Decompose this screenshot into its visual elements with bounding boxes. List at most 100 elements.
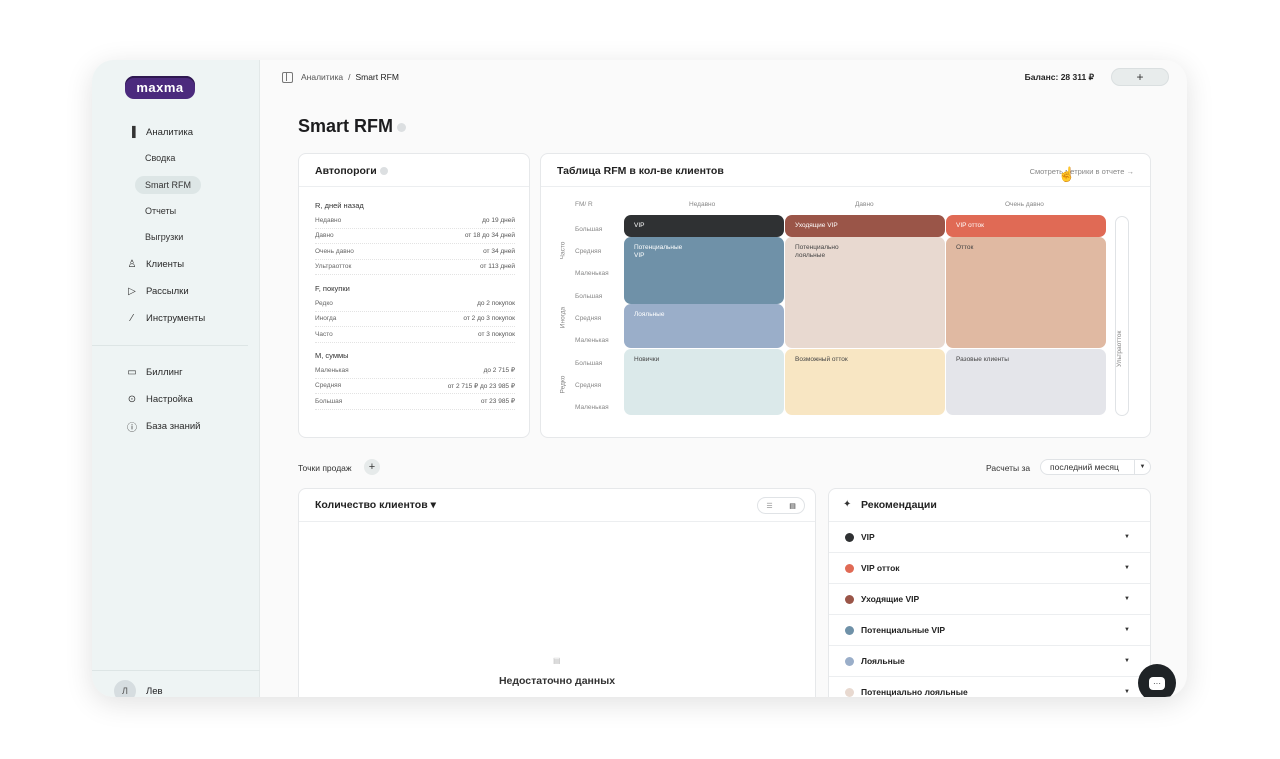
row-header: Средняя bbox=[575, 315, 602, 322]
recommendation-label: Потенциальные VIP bbox=[861, 625, 946, 635]
list-view-icon[interactable]: ☰ bbox=[766, 502, 773, 510]
recommendation-item[interactable]: VIP отток ▼ bbox=[829, 552, 1150, 583]
stack-view-icon[interactable]: ▤ bbox=[789, 502, 796, 510]
info-icon[interactable] bbox=[379, 167, 388, 176]
threshold-row: Давно от 18 до 34 дней bbox=[315, 229, 515, 244]
chevron-down-icon[interactable]: ▼ bbox=[1124, 689, 1130, 695]
add-point-of-sale-button[interactable]: + bbox=[364, 459, 380, 475]
chat-button[interactable]: ··· bbox=[1138, 664, 1176, 697]
chevron-down-icon[interactable]: ▼ bbox=[1124, 534, 1130, 540]
nav-billing-label: Биллинг bbox=[146, 366, 183, 378]
pointer-cursor-icon: ☝ bbox=[1058, 166, 1076, 182]
nav-settings[interactable]: ⊙ Настройка bbox=[126, 390, 193, 408]
rfm-segment-label: Потенциально лояльные bbox=[795, 244, 839, 259]
threshold-row: Часто от 3 покупок bbox=[315, 327, 515, 343]
segment-color-dot bbox=[845, 687, 854, 697]
nav-tools[interactable]: ⁄ Инструменты bbox=[126, 309, 205, 327]
rfm-segment-loyal[interactable] bbox=[624, 304, 784, 348]
threshold-label: Ультраотток bbox=[315, 263, 352, 271]
recommendation-item[interactable]: VIP ▼ bbox=[829, 521, 1150, 552]
card-icon: ▭ bbox=[127, 366, 137, 378]
chevron-down-icon[interactable]: ▼ bbox=[1124, 658, 1130, 664]
threshold-row: Редко до 2 покупок bbox=[315, 296, 515, 312]
threshold-row: Маленькая до 2 715 ₽ bbox=[315, 363, 515, 379]
threshold-group: M, суммы Маленькая до 2 715 ₽ Средняя от 2 7… bbox=[315, 351, 515, 410]
chevron-down-icon[interactable]: ▼ bbox=[1124, 596, 1130, 602]
chat-icon: ··· bbox=[1149, 676, 1165, 690]
rfm-segment-possible-churn[interactable] bbox=[785, 349, 945, 415]
nav-billing[interactable]: ▭ Биллинг bbox=[126, 363, 183, 381]
recommendation-label: Уходящие VIP bbox=[861, 594, 920, 604]
add-button[interactable]: + bbox=[1111, 68, 1169, 86]
nav-settings-label: Настройка bbox=[146, 393, 193, 405]
nav-mailings[interactable]: ▷ Рассылки bbox=[126, 282, 189, 300]
recommendation-item[interactable]: Лояльные ▼ bbox=[829, 645, 1150, 676]
points-of-sale-label: Точки продаж bbox=[298, 463, 352, 473]
chevron-down-icon[interactable]: ▼ bbox=[1124, 627, 1130, 633]
rfm-segment-churn[interactable] bbox=[946, 237, 1106, 348]
threshold-value: от 3 покупок bbox=[478, 330, 515, 338]
rfm-segment-one-time[interactable] bbox=[946, 349, 1106, 415]
ultra-churn-label: Ультраотток bbox=[1116, 330, 1123, 367]
app-window: maxma ▐ Аналитика Сводка Smart RFM Отчет… bbox=[92, 60, 1187, 697]
rfm-segment-leaving-vip[interactable] bbox=[785, 215, 945, 237]
recommendation-label: VIP отток bbox=[861, 563, 900, 573]
sidebar: maxma ▐ Аналитика Сводка Smart RFM Отчет… bbox=[92, 60, 260, 697]
threshold-value: до 19 дней bbox=[482, 216, 515, 224]
rfm-segment-label: Разовые клиенты bbox=[956, 356, 1009, 363]
sidebar-toggle-icon[interactable] bbox=[282, 72, 293, 83]
chevron-down-icon[interactable]: ▼ bbox=[1124, 565, 1130, 571]
period-select[interactable]: последний месяц ▼ bbox=[1040, 459, 1151, 475]
segment-color-dot bbox=[845, 594, 854, 604]
threshold-row: Средняя от 2 715 ₽ до 23 985 ₽ bbox=[315, 379, 515, 394]
rfm-segment-label: VIP отток bbox=[956, 222, 984, 229]
threshold-value: от 18 до 34 дней bbox=[464, 232, 515, 240]
magic-wand-icon: ⁄ bbox=[131, 312, 133, 324]
group-header: Редко bbox=[559, 375, 567, 394]
group-header: Иногда bbox=[559, 306, 567, 329]
nav-reports[interactable]: Отчеты bbox=[145, 206, 177, 216]
nav-summary[interactable]: Сводка bbox=[145, 153, 176, 163]
nav-exports[interactable]: Выгрузки bbox=[145, 232, 184, 242]
rfm-segment-label: VIP bbox=[634, 222, 645, 229]
nav-analytics[interactable]: ▐ Аналитика bbox=[126, 123, 193, 141]
recommendation-item[interactable]: Уходящие VIP ▼ bbox=[829, 583, 1150, 614]
nav-clients[interactable]: ♙ Клиенты bbox=[126, 255, 185, 273]
ultra-churn-column[interactable]: Ультраотток bbox=[1115, 216, 1129, 416]
group-header: Часто bbox=[559, 241, 567, 260]
rfm-segment-potential-vip[interactable] bbox=[624, 237, 784, 304]
row-header: Средняя bbox=[575, 382, 602, 389]
gear-icon: ⊙ bbox=[127, 393, 137, 405]
rfm-segment-vip[interactable] bbox=[624, 215, 784, 237]
threshold-value: до 2 покупок bbox=[477, 299, 515, 307]
breadcrumb-current: Smart RFM bbox=[355, 72, 399, 82]
rfm-segment-newbies[interactable] bbox=[624, 349, 784, 415]
rfm-segment-vip-churn[interactable] bbox=[946, 215, 1106, 237]
recommendation-item[interactable]: Потенциально лояльные ▼ bbox=[829, 676, 1150, 697]
view-metrics-link[interactable]: Смотреть метрики в отчете → bbox=[1029, 167, 1134, 176]
rfm-segment-potential-loyal[interactable] bbox=[785, 237, 945, 348]
clients-count-title[interactable]: Количество клиентов ▾ bbox=[315, 499, 436, 511]
breadcrumb: Аналитика / Smart RFM bbox=[301, 72, 399, 82]
recommendation-label: Потенциально лояльные bbox=[861, 687, 968, 697]
threshold-row: Иногда от 2 до 3 покупок bbox=[315, 312, 515, 327]
threshold-value: от 23 985 ₽ bbox=[480, 398, 515, 406]
recommendation-item[interactable]: Потенциальные VIP ▼ bbox=[829, 614, 1150, 645]
breadcrumb-root[interactable]: Аналитика bbox=[301, 72, 344, 82]
nav-knowledge-base[interactable]: ⓘ База знаний bbox=[126, 417, 200, 435]
user-icon: ♙ bbox=[127, 258, 137, 270]
rfm-segment-label: Отток bbox=[956, 244, 974, 251]
sidebar-bottom-divider bbox=[92, 670, 260, 671]
col-header-recent: Недавно bbox=[689, 201, 716, 208]
recommendation-label: VIP bbox=[861, 532, 875, 542]
threshold-group-title: M, суммы bbox=[315, 351, 349, 360]
sparkle-icon: ✦ bbox=[843, 499, 852, 510]
user-profile[interactable]: Л Лев bbox=[114, 680, 163, 697]
info-icon[interactable] bbox=[397, 122, 407, 132]
logo[interactable]: maxma bbox=[125, 76, 195, 99]
recommendations-card: ✦ Рекомендации VIP ▼ VIP отток ▼ Уходящие VI… bbox=[828, 488, 1151, 697]
segment-color-dot bbox=[845, 563, 854, 573]
threshold-group-title: F, покупки bbox=[315, 284, 350, 293]
segment-color-dot bbox=[845, 625, 854, 635]
nav-smart-rfm[interactable]: Smart RFM bbox=[135, 176, 201, 194]
